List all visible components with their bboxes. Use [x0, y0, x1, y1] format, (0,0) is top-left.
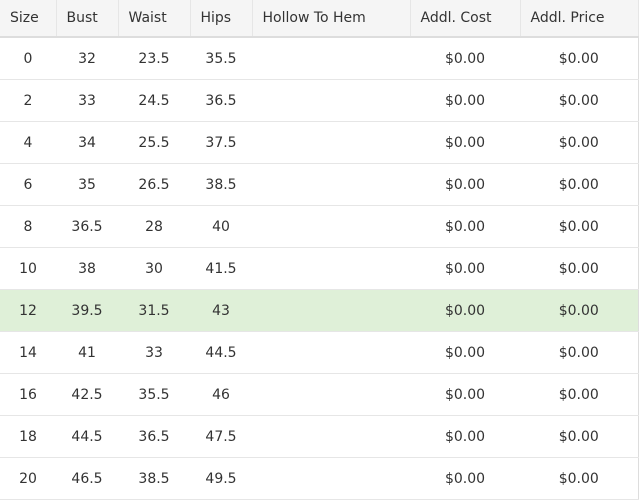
cell-size: 2	[0, 79, 56, 122]
cell-hollow-to-hem	[252, 163, 410, 206]
cell-bust: 39.5	[56, 289, 118, 332]
cell-addl-price: $0.00	[520, 457, 638, 500]
cell-hips: 41.5	[190, 247, 252, 290]
cell-size: 18	[0, 415, 56, 458]
cell-hollow-to-hem	[252, 415, 410, 458]
cell-size: 10	[0, 247, 56, 290]
cell-waist: 25.5	[118, 121, 190, 164]
cell-bust: 33	[56, 79, 118, 122]
cell-size: 0	[0, 37, 56, 80]
cell-size: 8	[0, 205, 56, 248]
cell-size: 6	[0, 163, 56, 206]
cell-hips: 43	[190, 289, 252, 332]
table-row: 6 35 26.5 38.5 $0.00 $0.00	[0, 163, 638, 206]
column-header-bust: Bust	[56, 0, 119, 38]
cell-bust: 41	[56, 331, 118, 374]
cell-hips: 49.5	[190, 457, 252, 500]
table-row: 10 38 30 41.5 $0.00 $0.00	[0, 247, 638, 290]
column-header-size: Size	[0, 0, 57, 38]
cell-addl-cost: $0.00	[410, 415, 520, 458]
cell-bust: 34	[56, 121, 118, 164]
cell-waist: 28	[118, 205, 190, 248]
cell-size: 4	[0, 121, 56, 164]
cell-bust: 44.5	[56, 415, 118, 458]
cell-addl-price: $0.00	[520, 415, 638, 458]
header-row: Size Bust Waist Hips Hollow To Hem Addl. Cost…	[0, 0, 639, 38]
cell-addl-price: $0.00	[520, 205, 638, 248]
cell-size: 12	[0, 289, 56, 332]
cell-addl-price: $0.00	[520, 79, 638, 122]
table-row: 20 46.5 38.5 49.5 $0.00 $0.00	[0, 457, 638, 500]
column-header-addl-cost: Addl. Cost	[410, 0, 521, 38]
cell-bust: 32	[56, 37, 118, 80]
table-row: 0 32 23.5 35.5 $0.00 $0.00	[0, 37, 638, 80]
table-row: 12 39.5 31.5 43 $0.00 $0.00	[0, 289, 638, 332]
cell-hips: 44.5	[190, 331, 252, 374]
cell-waist: 31.5	[118, 289, 190, 332]
cell-waist: 24.5	[118, 79, 190, 122]
cell-waist: 30	[118, 247, 190, 290]
cell-waist: 35.5	[118, 373, 190, 416]
column-header-hollow-to-hem: Hollow To Hem	[252, 0, 411, 38]
cell-hollow-to-hem	[252, 79, 410, 122]
cell-hollow-to-hem	[252, 373, 410, 416]
cell-bust: 42.5	[56, 373, 118, 416]
cell-addl-cost: $0.00	[410, 289, 520, 332]
cell-hollow-to-hem	[252, 289, 410, 332]
cell-hips: 38.5	[190, 163, 252, 206]
table-row: 8 36.5 28 40 $0.00 $0.00	[0, 205, 638, 248]
column-header-hips: Hips	[190, 0, 253, 38]
table-row: 2 33 24.5 36.5 $0.00 $0.00	[0, 79, 638, 122]
cell-hips: 40	[190, 205, 252, 248]
cell-addl-price: $0.00	[520, 121, 638, 164]
cell-addl-price: $0.00	[520, 163, 638, 206]
cell-hollow-to-hem	[252, 121, 410, 164]
cell-hips: 46	[190, 373, 252, 416]
cell-bust: 36.5	[56, 205, 118, 248]
cell-addl-cost: $0.00	[410, 205, 520, 248]
cell-addl-price: $0.00	[520, 373, 638, 416]
cell-waist: 26.5	[118, 163, 190, 206]
cell-hips: 37.5	[190, 121, 252, 164]
table-row: 18 44.5 36.5 47.5 $0.00 $0.00	[0, 415, 638, 458]
cell-waist: 33	[118, 331, 190, 374]
cell-addl-cost: $0.00	[410, 121, 520, 164]
cell-hollow-to-hem	[252, 247, 410, 290]
cell-waist: 36.5	[118, 415, 190, 458]
cell-addl-cost: $0.00	[410, 247, 520, 290]
cell-hips: 35.5	[190, 37, 252, 80]
cell-size: 20	[0, 457, 56, 500]
column-header-addl-price: Addl. Price	[520, 0, 639, 38]
cell-bust: 46.5	[56, 457, 118, 500]
cell-addl-price: $0.00	[520, 289, 638, 332]
cell-hollow-to-hem	[252, 331, 410, 374]
cell-addl-cost: $0.00	[410, 79, 520, 122]
table-row: 14 41 33 44.5 $0.00 $0.00	[0, 331, 638, 374]
cell-bust: 35	[56, 163, 118, 206]
cell-bust: 38	[56, 247, 118, 290]
cell-hollow-to-hem	[252, 205, 410, 248]
cell-addl-cost: $0.00	[410, 373, 520, 416]
cell-size: 16	[0, 373, 56, 416]
cell-addl-cost: $0.00	[410, 163, 520, 206]
cell-addl-price: $0.00	[520, 247, 638, 290]
cell-addl-price: $0.00	[520, 331, 638, 374]
cell-addl-cost: $0.00	[410, 457, 520, 500]
cell-addl-cost: $0.00	[410, 37, 520, 80]
cell-addl-price: $0.00	[520, 37, 638, 80]
cell-hollow-to-hem	[252, 457, 410, 500]
table-row: 16 42.5 35.5 46 $0.00 $0.00	[0, 373, 638, 416]
column-header-waist: Waist	[118, 0, 191, 38]
cell-addl-cost: $0.00	[410, 331, 520, 374]
cell-hips: 36.5	[190, 79, 252, 122]
table-row: 4 34 25.5 37.5 $0.00 $0.00	[0, 121, 638, 164]
cell-hollow-to-hem	[252, 37, 410, 80]
cell-size: 14	[0, 331, 56, 374]
cell-waist: 23.5	[118, 37, 190, 80]
cell-hips: 47.5	[190, 415, 252, 458]
cell-waist: 38.5	[118, 457, 190, 500]
